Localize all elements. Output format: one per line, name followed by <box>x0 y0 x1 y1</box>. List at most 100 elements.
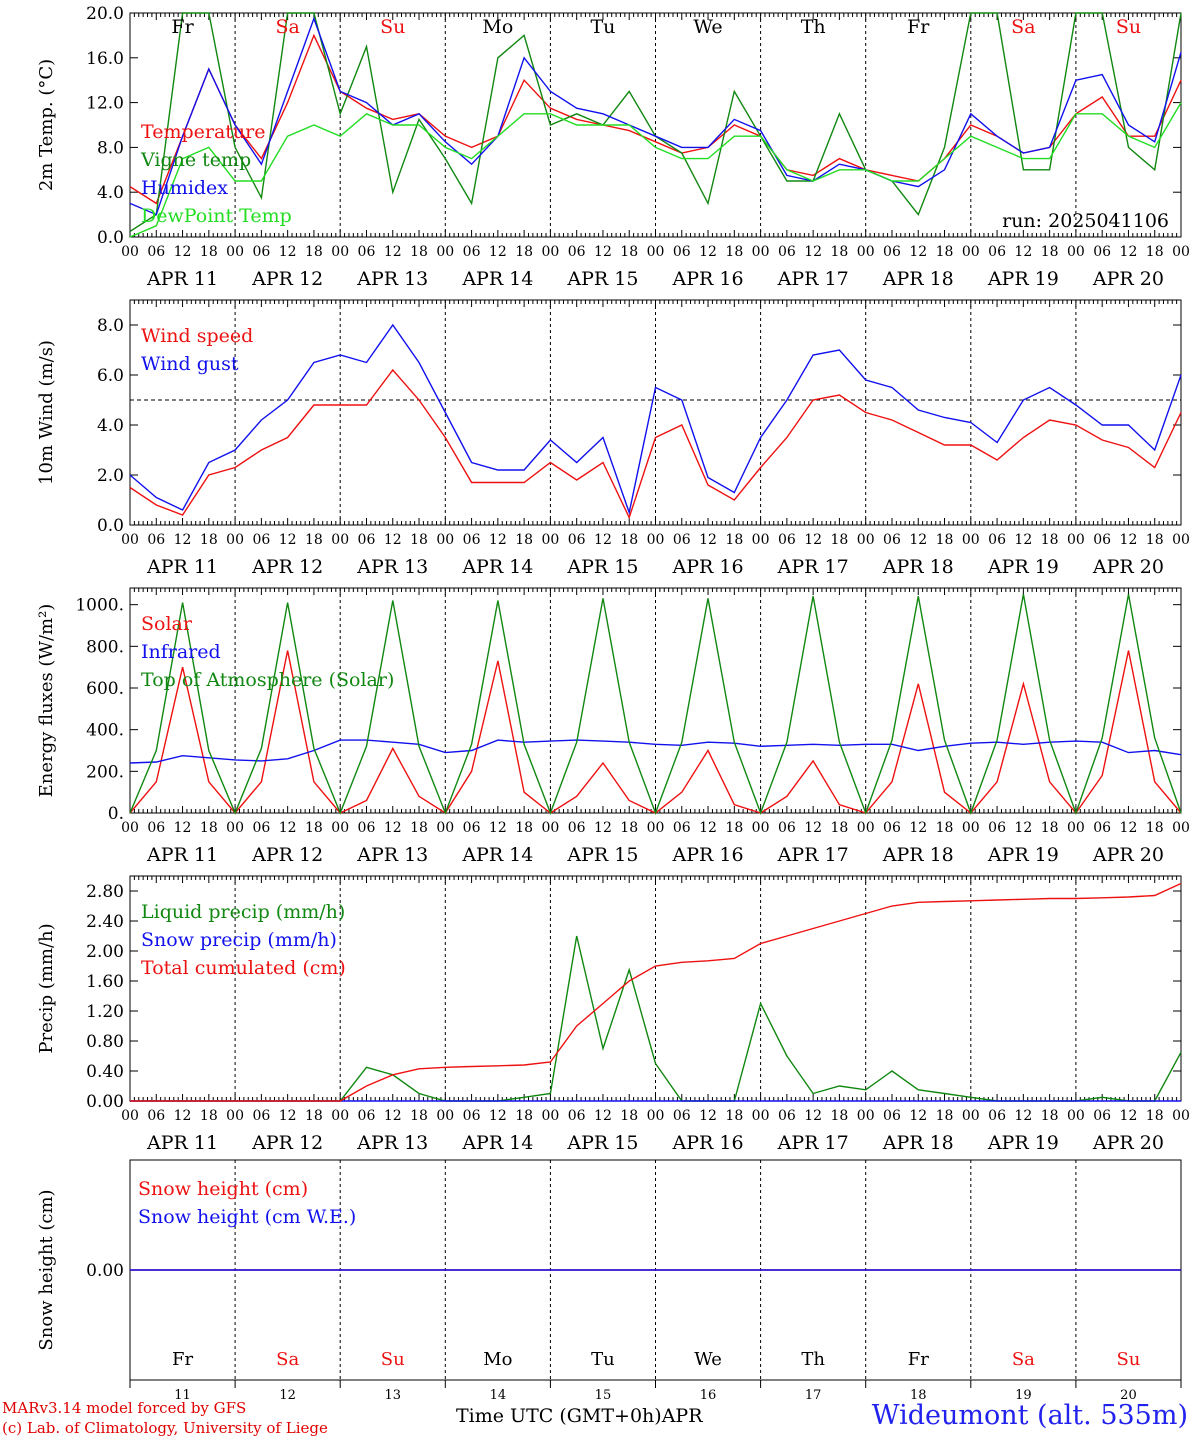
hour-label: 00 <box>752 1108 770 1124</box>
hour-label: 18 <box>1041 820 1059 836</box>
hour-label: 00 <box>962 1108 980 1124</box>
hour-label: 06 <box>252 1108 270 1124</box>
hour-label: 00 <box>857 820 875 836</box>
y-tick-label: 4.0 <box>97 416 124 436</box>
hour-label: 00 <box>647 532 665 548</box>
hour-label: 00 <box>226 1108 244 1124</box>
panel-frame <box>129 12 1182 238</box>
date-label: APR 17 <box>777 268 849 290</box>
model-line: MARv3.14 model forced by GFS <box>2 1399 247 1417</box>
legend-entry: Wind gust <box>141 353 239 375</box>
hour-label: 06 <box>883 1108 901 1124</box>
hour-label: 12 <box>909 244 927 260</box>
date-label: APR 17 <box>777 1132 849 1154</box>
legend-entry: Temperature <box>141 121 265 143</box>
hour-label: 12 <box>279 532 297 548</box>
hour-label: 18 <box>620 820 638 836</box>
weekday-label: Tu <box>591 1349 615 1370</box>
hour-label: 00 <box>1172 244 1190 260</box>
hour-label: 12 <box>384 1108 402 1124</box>
hour-label: 12 <box>1120 820 1138 836</box>
hour-label: 18 <box>936 244 954 260</box>
hour-label: 06 <box>673 1108 691 1124</box>
hour-label: 06 <box>1093 532 1111 548</box>
hour-label: 06 <box>988 244 1006 260</box>
hour-label: 18 <box>936 532 954 548</box>
y-tick-label: 0.40 <box>86 1062 124 1082</box>
weekday-label: We <box>694 1349 722 1370</box>
hour-label: 00 <box>752 532 770 548</box>
weekday-label: Fr <box>172 1349 193 1370</box>
day-number: 11 <box>174 1388 191 1403</box>
y-tick-label: 12.0 <box>86 94 124 114</box>
series-line-4-3 <box>130 882 1182 1102</box>
y-tick-label: 1.20 <box>86 1002 124 1022</box>
hour-label: 18 <box>410 1108 428 1124</box>
legend-entry: Snow height (cm) <box>138 1178 308 1200</box>
y-tick-label: 2.00 <box>86 942 124 962</box>
hour-label: 18 <box>410 820 428 836</box>
weekday-label: Fr <box>907 16 930 38</box>
weekday-label: Fr <box>908 1349 929 1370</box>
date-label: APR 13 <box>356 844 428 866</box>
hour-label: 12 <box>594 820 612 836</box>
panel-3: 0. 200. 400. 600. 800. 1000. Energy fluxes (W/… <box>36 587 1190 866</box>
hour-label: 00 <box>331 244 349 260</box>
hour-label: 06 <box>1093 820 1111 836</box>
y-tick-label: 600. <box>86 679 124 699</box>
date-label: APR 16 <box>672 268 744 290</box>
hour-label: 18 <box>305 532 323 548</box>
panel-4: 0.00 0.40 0.80 1.20 1.60 2.00 2.40 2.80 Precip (… <box>36 875 1190 1154</box>
credit-line: (c) Lab. of Climatology, University of L… <box>2 1419 328 1437</box>
hour-label: 06 <box>463 532 481 548</box>
hour-label: 12 <box>1120 532 1138 548</box>
hour-label: 00 <box>436 1108 454 1124</box>
hour-label: 00 <box>226 820 244 836</box>
hour-label: 18 <box>200 820 218 836</box>
hour-label: 00 <box>541 244 559 260</box>
date-label: APR 14 <box>461 268 533 290</box>
date-label: APR 16 <box>672 844 744 866</box>
panel-2: 0.0 2.0 4.0 6.0 8.0 10m Wind (m/s) Wind speed W… <box>36 299 1190 578</box>
y-tick-label: 400. <box>86 721 124 741</box>
weekday-label: Sa <box>275 16 299 38</box>
hour-label: 00 <box>962 532 980 548</box>
hour-label: 12 <box>1120 244 1138 260</box>
date-label: APR 11 <box>146 1132 218 1154</box>
weekday-label: Mo <box>482 16 513 38</box>
hour-label: 00 <box>226 532 244 548</box>
series-line-2-2 <box>129 323 1182 516</box>
y-tick-label: 0.80 <box>86 1032 124 1052</box>
day-number: 12 <box>279 1388 296 1403</box>
date-label: APR 15 <box>566 1132 638 1154</box>
date-label: APR 14 <box>461 844 533 866</box>
hour-label: 12 <box>699 820 717 836</box>
date-label: APR 15 <box>566 844 638 866</box>
legend-entry: Snow precip (mm/h) <box>141 929 337 951</box>
weekday-label: Sa <box>1011 16 1035 38</box>
hour-label: 18 <box>200 244 218 260</box>
y-tick-label: 0.0 <box>97 228 124 248</box>
hour-label: 06 <box>463 244 481 260</box>
y-tick-label: 200. <box>86 762 124 782</box>
date-label: APR 16 <box>672 556 744 578</box>
hour-label: 06 <box>883 532 901 548</box>
hour-label: 12 <box>384 244 402 260</box>
hour-label: 12 <box>594 1108 612 1124</box>
hour-label: 18 <box>515 820 533 836</box>
hour-label: 12 <box>489 820 507 836</box>
panel-5: 0.00 Snow height (cm) Snow height (cm) Snow… <box>36 1159 1182 1403</box>
weekday-label: Su <box>380 16 405 38</box>
hour-label: 18 <box>936 1108 954 1124</box>
date-label: APR 11 <box>146 268 218 290</box>
y-axis-label: Precip (mm/h) <box>36 923 57 1053</box>
hour-label: 18 <box>831 1108 849 1124</box>
hour-label: 06 <box>568 244 586 260</box>
hour-label: 06 <box>358 820 376 836</box>
hour-label: 18 <box>725 532 743 548</box>
date-label: APR 12 <box>251 844 323 866</box>
hour-label: 00 <box>1067 532 1085 548</box>
weekday-label: Fr <box>171 16 194 38</box>
series-line-1-4 <box>129 102 1182 238</box>
hour-label: 12 <box>699 1108 717 1124</box>
